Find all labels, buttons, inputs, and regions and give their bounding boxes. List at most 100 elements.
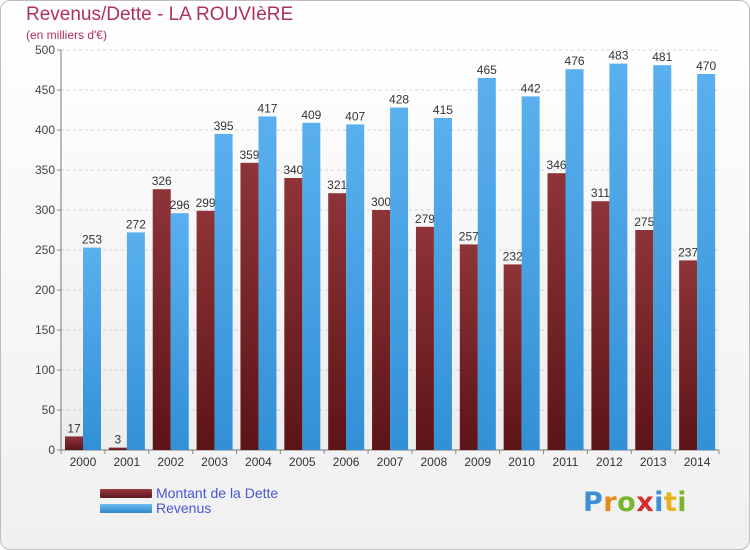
data-label-revenus: 253 [82, 233, 102, 247]
y-tick-label: 450 [35, 83, 55, 97]
bar-dette [372, 210, 391, 450]
logo-letter: P [583, 487, 604, 518]
bar-dette [196, 210, 215, 450]
bar-revenus [214, 134, 233, 450]
x-tick-label: 2008 [421, 455, 448, 469]
data-label-revenus: 415 [433, 103, 453, 117]
bar-revenus [390, 107, 409, 450]
legend-label-dette: Montant de la Dette [156, 485, 279, 501]
data-label-dette: 346 [547, 158, 567, 172]
bar-revenus [126, 232, 145, 450]
bar-dette [328, 193, 347, 450]
x-tick-label: 2012 [596, 455, 623, 469]
x-tick-label: 2004 [245, 455, 272, 469]
bar-revenus [697, 74, 716, 450]
x-tick-label: 2002 [157, 455, 184, 469]
y-tick-label: 100 [35, 363, 55, 377]
bar-revenus [258, 116, 277, 451]
data-label-dette: 257 [459, 229, 479, 243]
data-label-revenus: 470 [696, 59, 716, 73]
logo-letter: i [654, 487, 664, 518]
data-label-dette: 311 [591, 186, 610, 200]
bar-dette [240, 162, 259, 451]
logo-letter: r [603, 487, 618, 518]
legend-swatch-dette [100, 489, 152, 498]
bar-dette [152, 189, 171, 450]
x-tick-label: 2009 [464, 455, 491, 469]
legend-label-revenus: Revenus [156, 500, 212, 516]
bar-dette [459, 244, 478, 450]
bar-revenus [477, 78, 496, 450]
data-label-revenus: 296 [170, 198, 190, 212]
data-label-dette: 326 [152, 174, 172, 188]
bar-revenus [302, 122, 321, 451]
y-tick-label: 350 [35, 163, 55, 177]
proxiti-logo: Proxiti [583, 487, 687, 518]
x-tick-label: 2003 [201, 455, 228, 469]
data-label-dette: 237 [678, 245, 698, 259]
logo-letter: t [663, 487, 678, 518]
y-tick-label: 50 [42, 403, 56, 417]
y-tick-label: 0 [48, 443, 55, 457]
data-label-dette: 275 [634, 215, 654, 229]
data-label-revenus: 428 [389, 93, 409, 107]
bar-revenus [565, 69, 584, 450]
bar-dette [65, 436, 83, 450]
data-label-revenus: 465 [477, 63, 497, 77]
x-tick-label: 2006 [333, 455, 360, 469]
bar-revenus [653, 65, 672, 450]
data-label-revenus: 395 [214, 119, 234, 133]
y-tick-label: 150 [35, 323, 55, 337]
data-label-dette: 3 [115, 433, 122, 447]
logo-letter: o [617, 487, 637, 518]
logo-letter: x [636, 487, 655, 518]
x-tick-label: 2007 [377, 455, 404, 469]
x-tick-label: 2011 [553, 455, 579, 469]
bar-revenus [170, 213, 189, 450]
data-label-dette: 340 [283, 163, 303, 177]
bar-dette [415, 226, 434, 450]
chart-subtitle: (en milliers d'€) [26, 28, 107, 42]
bar-revenus [521, 96, 540, 451]
data-label-dette: 232 [503, 249, 523, 263]
data-label-revenus: 476 [565, 54, 585, 68]
x-tick-label: 2005 [289, 455, 316, 469]
data-label-dette: 299 [196, 196, 216, 210]
data-label-dette: 359 [239, 148, 259, 162]
data-label-dette: 321 [327, 178, 347, 192]
bar-revenus [346, 124, 365, 451]
legend-swatch-revenus [100, 504, 152, 513]
bar-revenus [83, 247, 101, 450]
bar-revenus [609, 63, 628, 450]
data-label-dette: 300 [371, 195, 391, 209]
bar-dette [503, 264, 522, 450]
bar-dette [635, 230, 654, 450]
chart-title: Revenus/Dette - LA ROUVIèRE [26, 4, 294, 25]
x-tick-label: 2001 [113, 455, 140, 469]
bar-dette [284, 178, 303, 450]
data-label-revenus: 483 [608, 49, 628, 63]
data-label-revenus: 272 [126, 217, 146, 231]
x-tick-label: 2010 [508, 455, 535, 469]
data-label-revenus: 442 [521, 81, 541, 95]
bar-dette [591, 201, 610, 450]
data-label-dette: 279 [415, 212, 435, 226]
y-tick-label: 500 [35, 43, 55, 57]
y-tick-label: 250 [35, 243, 55, 257]
data-label-dette: 17 [67, 421, 81, 435]
bar-revenus [433, 118, 452, 450]
y-tick-label: 300 [35, 203, 55, 217]
x-tick-label: 2000 [70, 455, 97, 469]
y-tick-label: 200 [35, 283, 55, 297]
bar-dette [679, 260, 698, 450]
data-label-revenus: 409 [301, 108, 321, 122]
logo-letter: i [677, 487, 688, 518]
y-tick-label: 400 [35, 123, 55, 137]
x-tick-label: 2014 [684, 455, 711, 469]
x-tick-label: 2013 [640, 455, 667, 469]
data-label-revenus: 417 [257, 101, 277, 115]
data-label-revenus: 481 [652, 50, 672, 64]
bar-dette [108, 447, 127, 450]
data-label-revenus: 407 [345, 109, 365, 123]
